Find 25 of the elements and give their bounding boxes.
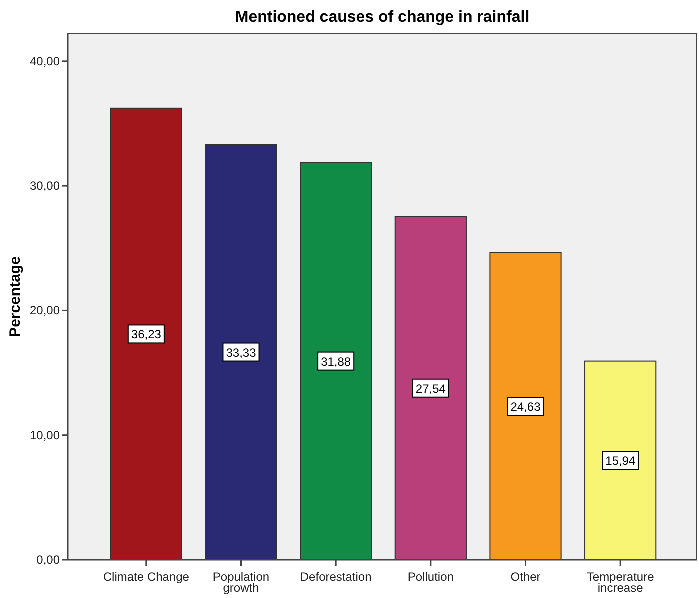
- y-tick-label: 10,00: [30, 428, 60, 442]
- x-tick-label: Population growth: [212, 570, 270, 595]
- bar: [205, 144, 278, 560]
- bar: [394, 216, 467, 560]
- data-label: 36,23: [131, 328, 162, 342]
- chart-title: Mentioned causes of change in rainfall: [235, 9, 530, 26]
- data-label: 33,33: [226, 346, 257, 360]
- bar: [584, 360, 657, 560]
- bar: [300, 162, 372, 560]
- data-label: 31,88: [321, 354, 352, 369]
- y-tick-label: 30,00: [30, 179, 60, 194]
- x-tick-label: Temperature increase: [586, 570, 655, 595]
- bar: [490, 252, 562, 560]
- y-tick-label: 40,00: [30, 54, 60, 68]
- y-tick-label: 0,00: [36, 553, 60, 567]
- bar: [110, 108, 182, 560]
- x-tick-label: Other: [510, 570, 541, 584]
- x-tick-label: Deforestation: [300, 570, 372, 584]
- data-label: 27,54: [416, 382, 446, 396]
- data-label: 15,94: [606, 454, 636, 468]
- y-tick-label: 20,00: [30, 304, 60, 318]
- data-label: 24,63: [510, 400, 542, 414]
- y-axis-title: Percentage: [7, 256, 24, 338]
- x-tick-label: Pollution: [408, 570, 454, 584]
- x-tick-label: Climate Change: [103, 570, 190, 584]
